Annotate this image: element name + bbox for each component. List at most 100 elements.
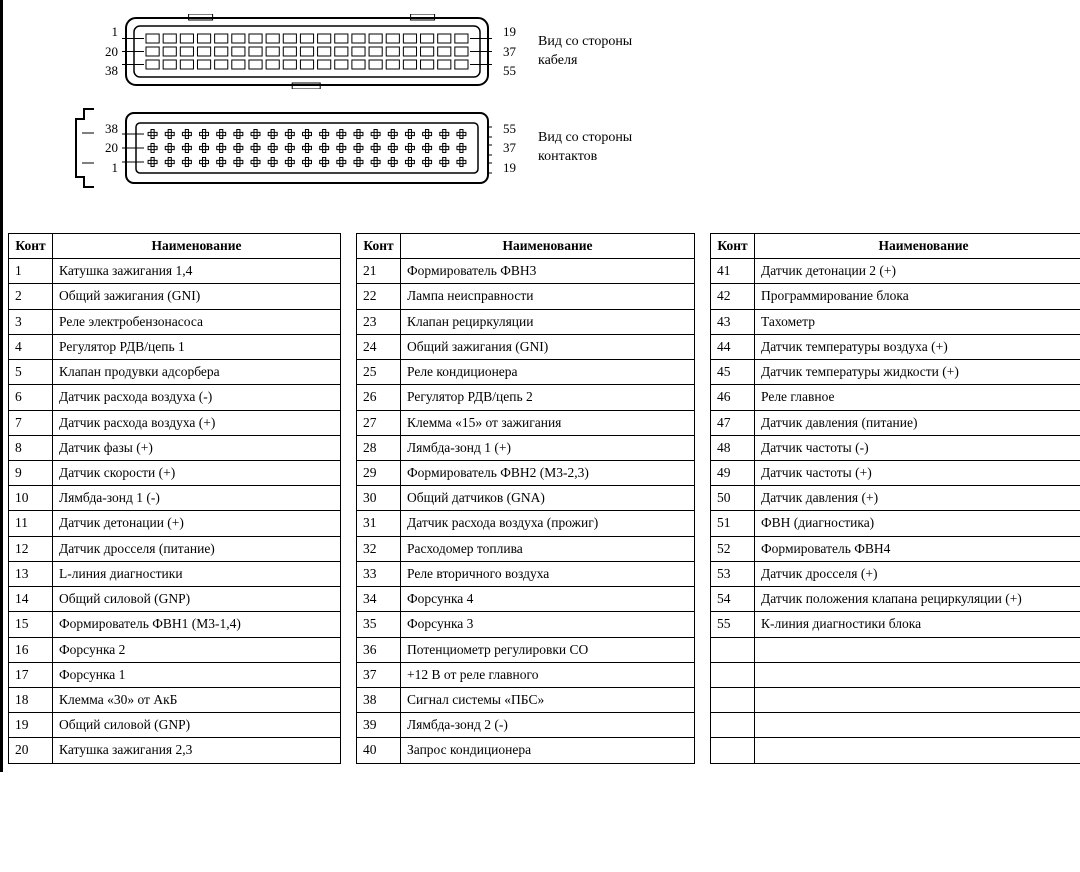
connector-contact-side: 38 20 1 55 37 19 Вид со стороны контакто… bbox=[72, 103, 1072, 193]
pin-label: 38 bbox=[102, 119, 118, 139]
cell-name: Форсунка 3 bbox=[401, 612, 695, 637]
cell-name: Клемма «15» от зажигания bbox=[401, 410, 695, 435]
cell-kont: 8 bbox=[9, 435, 53, 460]
cell-kont: 5 bbox=[9, 360, 53, 385]
cell-kont: 46 bbox=[711, 385, 755, 410]
cell-name: Датчик расхода воздуха (+) bbox=[53, 410, 341, 435]
header-kont: Конт bbox=[357, 234, 401, 259]
cell-kont: 13 bbox=[9, 561, 53, 586]
cell-kont: 20 bbox=[9, 738, 53, 763]
pin-label: 55 bbox=[496, 119, 516, 139]
cell-name: Датчик расхода воздуха (-) bbox=[53, 385, 341, 410]
cell-kont: 50 bbox=[711, 486, 755, 511]
connector-diagrams: 1 20 38 19 37 55 Вид со стороны кабеля 3… bbox=[98, 14, 1072, 193]
pin-label: 38 bbox=[102, 61, 118, 81]
cell-kont: 35 bbox=[357, 612, 401, 637]
cell-kont: 39 bbox=[357, 713, 401, 738]
cell-name: Датчик температуры воздуха (+) bbox=[755, 334, 1080, 359]
table-row: 6Датчик расхода воздуха (-) 26Регулятор Р… bbox=[9, 385, 1080, 410]
cell-kont: 40 bbox=[357, 738, 401, 763]
cell-kont: 21 bbox=[357, 259, 401, 284]
cell-name: Реле электробензонасоса bbox=[53, 309, 341, 334]
table-row: 11Датчик детонации (+)31Датчик расхода в… bbox=[9, 511, 1080, 536]
cell-kont: 48 bbox=[711, 435, 755, 460]
cell-name: Датчик давления (+) bbox=[755, 486, 1080, 511]
pin-label: 19 bbox=[496, 22, 516, 42]
cell-kont: 17 bbox=[9, 662, 53, 687]
cell-name: Лампа неисправности bbox=[401, 284, 695, 309]
header-name: Наименование bbox=[401, 234, 695, 259]
cell-name: Реле главное bbox=[755, 385, 1080, 410]
pin-label: 20 bbox=[102, 42, 118, 62]
top-caption: Вид со стороны кабеля bbox=[538, 33, 632, 71]
cell-name: Датчик детонации (+) bbox=[53, 511, 341, 536]
cell-kont: 51 bbox=[711, 511, 755, 536]
cell-name: Потенциометр регулировки СО bbox=[401, 637, 695, 662]
cell-kont: 4 bbox=[9, 334, 53, 359]
table-row: 5Клапан продувки адсорбера25Реле кондици… bbox=[9, 360, 1080, 385]
table-row: 1Катушка зажигания 1,421Формирователь ФВ… bbox=[9, 259, 1080, 284]
cell-name: Клапан продувки адсорбера bbox=[53, 360, 341, 385]
cell-name: Форсунка 4 bbox=[401, 587, 695, 612]
cell-kont: 10 bbox=[9, 486, 53, 511]
cell-kont: 1 bbox=[9, 259, 53, 284]
header-kont: Конт bbox=[9, 234, 53, 259]
bottom-left-pins: 38 20 1 bbox=[98, 119, 122, 178]
cell-kont: 15 bbox=[9, 612, 53, 637]
cell-name: Датчик положения клапана рециркуляции (+… bbox=[755, 587, 1080, 612]
cell-kont: 3 bbox=[9, 309, 53, 334]
table-row: 10Лямбда-зонд 1 (-)30Общий датчиков (GNA… bbox=[9, 486, 1080, 511]
table-row: 19Общий силовой (GNP)39Лямбда-зонд 2 (-) bbox=[9, 713, 1080, 738]
cell-name: Датчик температуры жидкости (+) bbox=[755, 360, 1080, 385]
cell-kont bbox=[711, 662, 755, 687]
cell-name: Датчик дросселя (+) bbox=[755, 561, 1080, 586]
cell-name: Сигнал системы «ПБС» bbox=[401, 687, 695, 712]
cell-name: Форсунка 1 bbox=[53, 662, 341, 687]
cell-name bbox=[755, 687, 1080, 712]
connector-latch-svg bbox=[72, 103, 98, 193]
cell-kont: 33 bbox=[357, 561, 401, 586]
cell-kont: 30 bbox=[357, 486, 401, 511]
pin-label: 1 bbox=[102, 158, 118, 178]
cell-name: Датчик расхода воздуха (прожиг) bbox=[401, 511, 695, 536]
table-row: 14Общий силовой (GNP)34Форсунка 454Датчи… bbox=[9, 587, 1080, 612]
cell-kont: 37 bbox=[357, 662, 401, 687]
cell-name: Лямбда-зонд 1 (-) bbox=[53, 486, 341, 511]
cell-name: Датчик частоты (-) bbox=[755, 435, 1080, 460]
cell-name: Общий зажигания (GNI) bbox=[401, 334, 695, 359]
cell-name: Клемма «30» от АкБ bbox=[53, 687, 341, 712]
cell-name: Формирователь ФВН3 bbox=[401, 259, 695, 284]
connector-top-svg bbox=[122, 14, 492, 89]
cell-kont: 22 bbox=[357, 284, 401, 309]
cell-kont: 7 bbox=[9, 410, 53, 435]
bottom-caption: Вид со стороны контактов bbox=[538, 129, 632, 167]
cell-name: ФВН (диагностика) bbox=[755, 511, 1080, 536]
cell-name: Катушка зажигания 2,3 bbox=[53, 738, 341, 763]
cell-kont: 26 bbox=[357, 385, 401, 410]
pin-label: 1 bbox=[102, 22, 118, 42]
cell-name: Регулятор РДВ/цепь 2 bbox=[401, 385, 695, 410]
cell-kont: 43 bbox=[711, 309, 755, 334]
pin-label: 19 bbox=[496, 158, 516, 178]
connector-cable-side: 1 20 38 19 37 55 Вид со стороны кабеля bbox=[98, 14, 1072, 89]
cell-kont: 36 bbox=[357, 637, 401, 662]
cell-kont: 25 bbox=[357, 360, 401, 385]
cell-kont: 52 bbox=[711, 536, 755, 561]
caption-line: кабеля bbox=[538, 52, 632, 71]
cell-name: Тахометр bbox=[755, 309, 1080, 334]
cell-name: Датчик детонации 2 (+) bbox=[755, 259, 1080, 284]
cell-name: Форсунка 2 bbox=[53, 637, 341, 662]
table-row: 3Реле электробензонасоса23Клапан рецирку… bbox=[9, 309, 1080, 334]
table-row: 13L-линия диагностики33Реле вторичного в… bbox=[9, 561, 1080, 586]
caption-line: Вид со стороны bbox=[538, 33, 632, 52]
header-name: Наименование bbox=[755, 234, 1080, 259]
connector-bottom-svg bbox=[122, 107, 492, 189]
caption-line: Вид со стороны bbox=[538, 129, 632, 148]
pin-label: 37 bbox=[496, 138, 516, 158]
cell-kont: 54 bbox=[711, 587, 755, 612]
cell-kont: 6 bbox=[9, 385, 53, 410]
caption-line: контактов bbox=[538, 148, 632, 167]
table-row: 4Регулятор РДВ/цепь 124Общий зажигания (… bbox=[9, 334, 1080, 359]
cell-kont: 29 bbox=[357, 460, 401, 485]
cell-kont: 53 bbox=[711, 561, 755, 586]
